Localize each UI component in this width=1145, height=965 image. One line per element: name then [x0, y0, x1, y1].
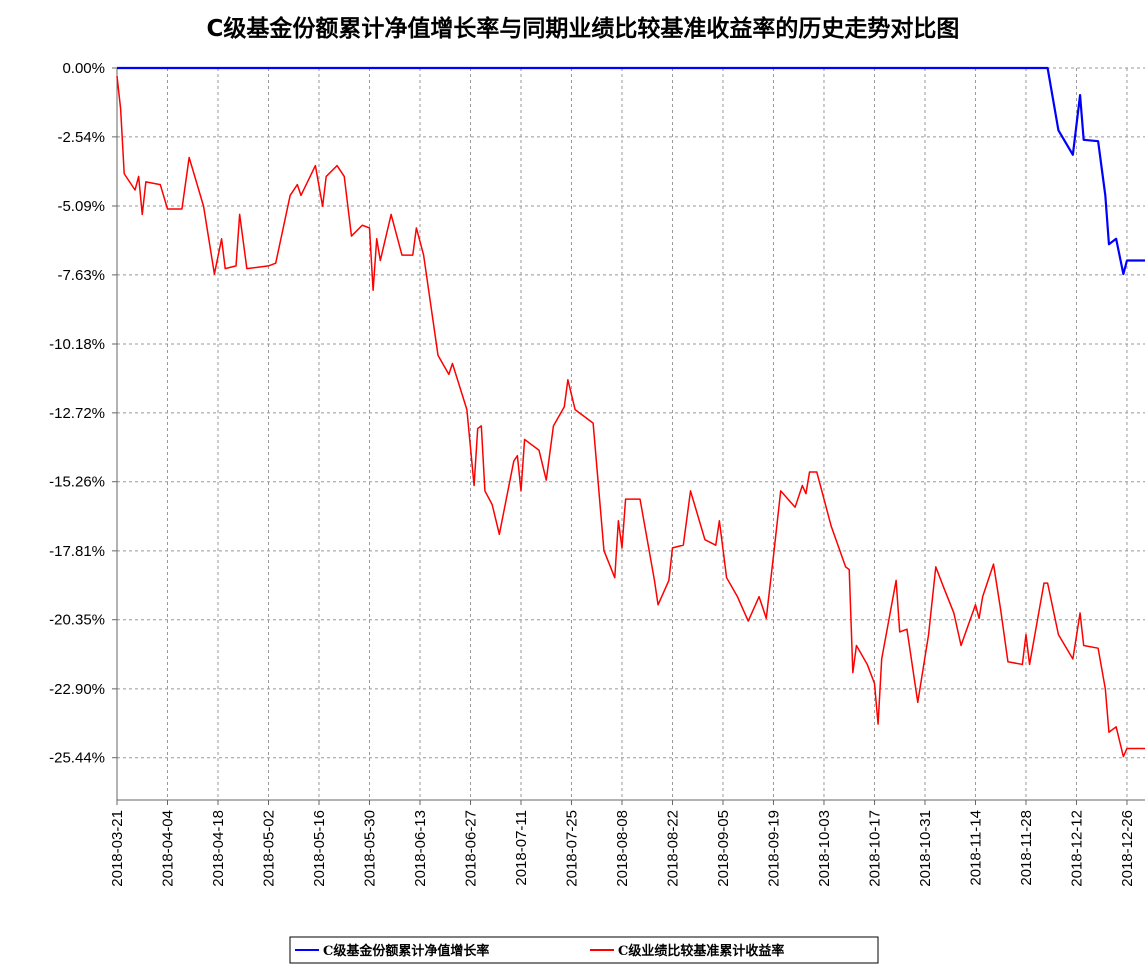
legend-label: C级业绩比较基准累计收益率 [618, 943, 784, 959]
chart-title: C级基金份额累计净值增长率与同期业绩比较基准收益率的历史走势对比图 [207, 15, 960, 42]
x-tick-label: 2018-11-28 [1018, 810, 1035, 886]
y-tick-label: -12.72% [49, 405, 105, 422]
y-tick-label: -22.90% [49, 681, 105, 698]
x-tick-label: 2018-08-22 [664, 810, 681, 887]
x-tick-label: 2018-09-19 [765, 810, 782, 887]
y-tick-label: -20.35% [49, 612, 105, 629]
x-tick-label: 2018-04-18 [210, 810, 227, 887]
data-line [117, 66, 1145, 276]
x-tick-label: 2018-09-05 [715, 810, 732, 887]
legend-box [289, 936, 879, 964]
y-tick-label: -10.18% [49, 336, 105, 353]
y-tick-label: -5.09% [57, 198, 105, 215]
y-tick-label: -17.81% [49, 543, 105, 560]
y-tick-label: 0.00% [62, 60, 105, 77]
x-tick-label: 2018-05-02 [260, 810, 277, 887]
x-tick-label: 2018-12-12 [1068, 810, 1085, 887]
x-tick-label: 2018-04-04 [159, 810, 176, 887]
x-tick-label: 2018-06-13 [412, 810, 429, 887]
x-tick-label: 2018-07-25 [563, 810, 580, 887]
y-tick-label: -15.26% [49, 474, 105, 491]
x-tick-label: 2018-12-26 [1119, 810, 1136, 887]
x-tick-label: 2018-05-30 [361, 810, 378, 887]
y-tick-label: -7.63% [57, 267, 105, 284]
x-tick-label: 2018-10-03 [816, 810, 833, 887]
x-tick-label: 2018-05-16 [311, 810, 328, 887]
legend-label: C级基金份额累计净值增长率 [323, 943, 489, 959]
y-tick-label: -25.44% [49, 750, 105, 767]
x-tick-label: 2018-11-14 [967, 810, 984, 886]
y-tick-label: -2.54% [57, 129, 105, 146]
x-tick-label: 2018-10-31 [917, 810, 934, 887]
x-tick-label: 2018-06-27 [462, 810, 479, 887]
legend: C级基金份额累计净值增长率 C级业绩比较基准累计收益率 [289, 936, 879, 964]
x-tick-label: 2018-08-08 [614, 810, 631, 887]
x-tick-label: 2018-10-17 [866, 810, 883, 887]
data-line [116, 76, 1145, 758]
x-tick-label: 2018-07-11 [513, 810, 530, 886]
x-tick-label: 2018-03-21 [109, 810, 126, 887]
